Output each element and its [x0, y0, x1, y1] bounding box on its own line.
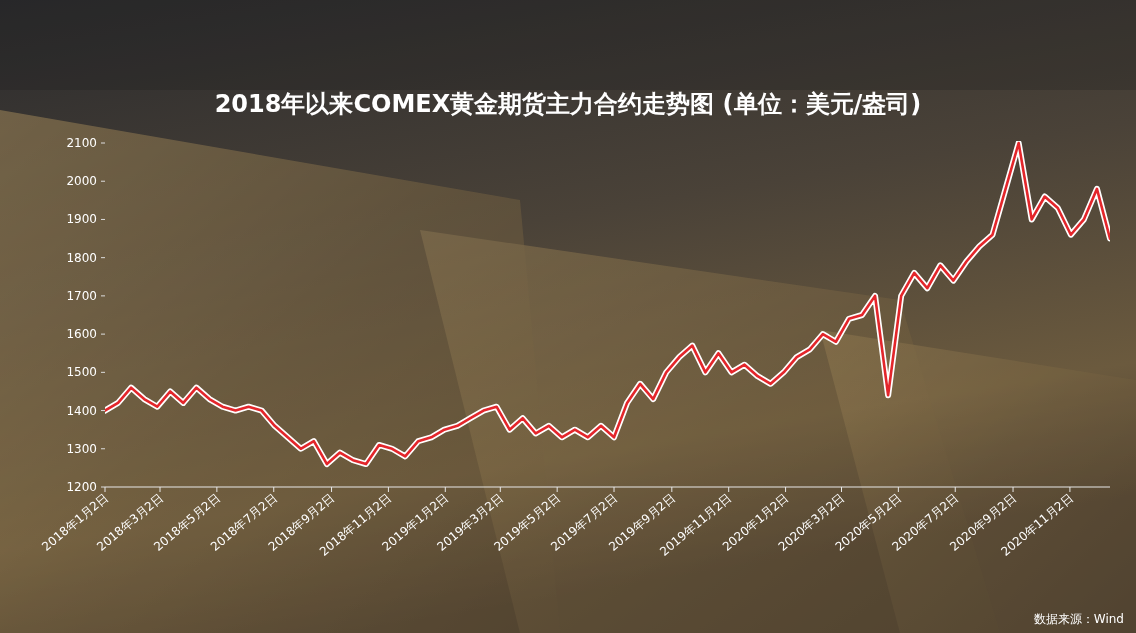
y-tick [101, 295, 105, 296]
x-tick [898, 487, 899, 492]
y-tick-label: 1200 [66, 480, 97, 494]
price-line [105, 143, 1110, 464]
x-tick [614, 487, 615, 492]
x-tick [105, 487, 106, 492]
x-tick-label: 2019年11月2日 [657, 491, 735, 559]
x-tick [388, 487, 389, 492]
y-tick-label: 1600 [66, 327, 97, 341]
y-tick-label: 1500 [66, 365, 97, 379]
y-tick [101, 219, 105, 220]
x-tick [1013, 487, 1014, 492]
source-note: 数据来源：Wind [1034, 612, 1124, 626]
x-tick [1069, 487, 1070, 492]
x-tick [331, 487, 332, 492]
chart: 2018年以来COMEX黄金期货主力合约走势图 (单位：美元/盎司) 1200 13… [0, 0, 1136, 633]
x-tick [841, 487, 842, 492]
y-tick [101, 334, 105, 335]
plot-area [105, 143, 1110, 464]
x-tick [445, 487, 446, 492]
x-tick-label: 2020年11月2日 [998, 491, 1076, 559]
x-axis-line [105, 486, 1110, 487]
x-tick [160, 487, 161, 492]
title: 2018年以来COMEX黄金期货主力合约走势图 (单位：美元/盎司) [215, 90, 922, 118]
x-tick [728, 487, 729, 492]
y-tick-label: 2000 [66, 174, 97, 188]
y-tick [101, 181, 105, 182]
y-tick [101, 410, 105, 411]
y-tick-label: 1700 [66, 289, 97, 303]
x-tick [955, 487, 956, 492]
x-tick [273, 487, 274, 492]
x-tick [557, 487, 558, 492]
y-axis: 1200 1300 1400 1500 1600 1700 1800 1900 2000 2100 [66, 136, 105, 494]
y-tick [101, 487, 105, 488]
gold-bars-decoration [0, 0, 1136, 633]
x-tick [671, 487, 672, 492]
y-tick-label: 1300 [66, 442, 97, 456]
x-tick [785, 487, 786, 492]
x-tick [216, 487, 217, 492]
y-tick [101, 257, 105, 258]
y-tick-label: 2100 [66, 136, 97, 150]
y-tick-label: 1900 [66, 212, 97, 226]
x-axis: 2018年1月2日2018年3月2日2018年5月2日2018年7月2日2018… [39, 487, 1110, 559]
y-tick [101, 143, 105, 144]
x-tick-label: 2018年11月2日 [317, 491, 395, 559]
line-outline [105, 143, 1110, 464]
y-tick [101, 372, 105, 373]
y-tick-label: 1800 [66, 251, 97, 265]
x-tick [500, 487, 501, 492]
background [0, 0, 1136, 633]
y-tick-label: 1400 [66, 404, 97, 418]
y-tick [101, 448, 105, 449]
